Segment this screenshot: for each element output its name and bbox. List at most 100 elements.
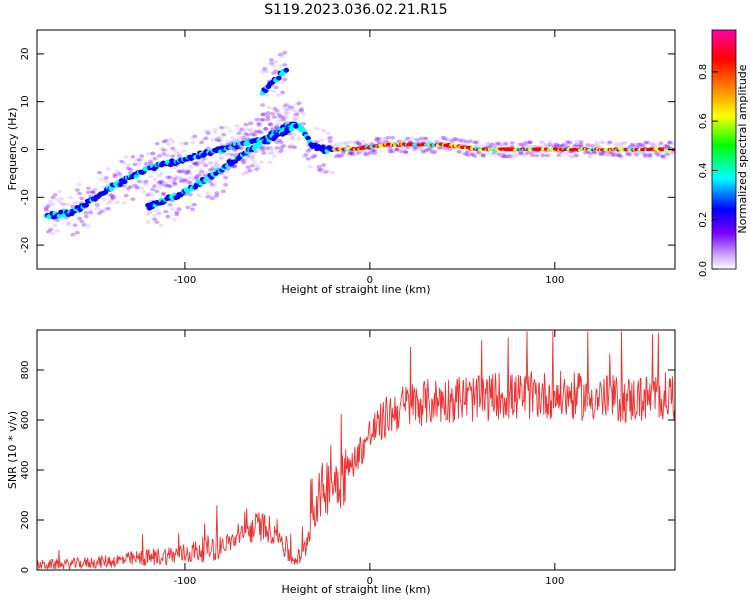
spectrogram-halo-blob xyxy=(274,146,280,150)
spectrogram-halo-blob xyxy=(372,152,378,156)
spectrogram-halo-blob xyxy=(405,136,411,141)
spectrogram-halo-blob xyxy=(496,152,502,157)
spectrogram-halo-blob xyxy=(174,212,180,217)
spectrogram-halo-blob xyxy=(212,183,218,188)
spectrogram-halo-blob xyxy=(167,184,173,189)
spectrogram-halo-blob xyxy=(496,142,502,147)
spectrogram-halo-blob xyxy=(240,138,246,143)
spectrogram-halo-blob xyxy=(160,192,166,197)
spectrogram-halo-blob xyxy=(158,179,164,184)
spectrogram-halo-blob xyxy=(194,174,200,179)
spectrogram-halo-blob xyxy=(50,195,56,200)
spectrogram-halo-blob xyxy=(602,152,608,157)
spectrogram-halo-blob xyxy=(290,143,296,148)
spectrogram-halo-blob xyxy=(598,152,604,157)
spectrogram-halo-blob xyxy=(52,223,58,228)
spectrogram-halo-blob xyxy=(148,159,154,164)
spectrogram-halo-blob xyxy=(445,148,451,153)
spectrogram-halo-blob xyxy=(605,141,611,146)
colorbar-tick-label: 0.2 xyxy=(698,212,709,228)
spectrogram-halo-blob xyxy=(496,141,502,146)
spectrogram-halo-blob xyxy=(156,211,162,216)
spectrogram-halo-blob xyxy=(278,146,284,150)
spectrogram-halo-blob xyxy=(163,180,169,185)
spectrogram-halo-blob xyxy=(631,145,637,149)
spectrogram-halo-blob xyxy=(229,136,235,140)
y-tick-label: 20 xyxy=(20,48,31,61)
spectrogram-halo-blob xyxy=(278,114,284,119)
spectrogram-halo-blob xyxy=(543,144,549,148)
spectrogram-halo-blob xyxy=(172,217,178,222)
spectrogram-halo-blob xyxy=(289,107,295,112)
spectrogram-halo-blob xyxy=(274,125,280,129)
spectrogram-halo-blob xyxy=(156,180,162,185)
spectrogram-halo-blob xyxy=(92,187,98,192)
spectrogram-halo-blob xyxy=(172,177,178,181)
spectrogram-halo-blob xyxy=(207,160,213,165)
spectrogram-halo-blob xyxy=(223,183,229,187)
spectrogram-halo-blob xyxy=(212,130,218,135)
spectrogram-halo-blob xyxy=(277,52,283,57)
spectrogram-halo-blob xyxy=(274,109,280,113)
spectrogram-halo-blob xyxy=(185,181,191,185)
spectrogram-halo-blob xyxy=(238,146,244,150)
spectrogram-halo-blob xyxy=(176,207,182,211)
spectrogram-halo-blob xyxy=(254,149,260,154)
spectrogram-halo-blob xyxy=(97,170,103,175)
spectrogram-halo-blob xyxy=(472,154,478,158)
spectrogram-halo-blob xyxy=(540,154,546,158)
spectrogram-halo-blob xyxy=(347,151,353,156)
spectrogram-halo-blob xyxy=(574,153,580,158)
spectrogram-halo-blob xyxy=(618,143,624,148)
spectrogram-halo-blob xyxy=(587,155,593,159)
spectrogram-halo-blob xyxy=(245,165,251,170)
spectrogram-halo-blob xyxy=(205,129,211,133)
spectrogram-halo-blob xyxy=(321,163,327,168)
spectrogram-halo-blob xyxy=(280,80,286,84)
spectrogram-halo-blob xyxy=(283,103,289,107)
spectrogram-halo-blob xyxy=(356,150,362,155)
spectrogram-halo-blob xyxy=(343,142,349,147)
spectrogram-halo-blob xyxy=(660,154,666,159)
spectrogram-halo-blob xyxy=(199,159,205,164)
spectrogram-halo-blob xyxy=(223,170,229,174)
spectrogram-halo-blob xyxy=(389,149,395,154)
spectrogram-halo-blob xyxy=(438,146,444,151)
spectrogram-halo-blob xyxy=(165,153,171,158)
spectrogram-halo-blob xyxy=(452,137,458,141)
spectrogram-halo-blob xyxy=(529,150,535,155)
spectrogram-halo-blob xyxy=(225,168,231,172)
spectrogram-halo-blob xyxy=(545,144,551,149)
spectrogram-halo-blob xyxy=(465,141,471,145)
spectrogram-halo-blob xyxy=(571,144,577,148)
spectrogram-halo-blob xyxy=(254,167,260,171)
spectrogram-halo-blob xyxy=(187,164,193,169)
spectrogram-halo-blob xyxy=(97,211,103,216)
spectrogram-halo-blob xyxy=(139,157,145,161)
spectrogram-halo-blob xyxy=(245,170,251,175)
spectrogram-halo-blob xyxy=(669,151,675,156)
spectrogram-halo-blob xyxy=(74,230,80,235)
spectrogram-halo-blob xyxy=(591,151,597,155)
spectrogram-halo-blob xyxy=(318,167,324,172)
spectrogram-halo-blob xyxy=(205,191,211,196)
spectrogram-halo-blob xyxy=(440,136,446,141)
x-tick-label: 0 xyxy=(367,576,373,587)
spectrogram-halo-blob xyxy=(563,141,569,146)
spectrogram-halo-blob xyxy=(152,177,158,182)
spectrogram-halo-blob xyxy=(423,136,429,141)
spectrogram-halo-blob xyxy=(256,129,262,134)
spectrogram-halo-blob xyxy=(167,175,173,180)
spectrogram-halo-blob xyxy=(90,190,96,194)
spectrogram-halo-blob xyxy=(254,117,260,122)
spectrogram-halo-blob xyxy=(227,143,233,147)
spectrogram-halo-blob xyxy=(281,105,287,109)
spectrogram-halo-blob xyxy=(363,151,369,156)
spectrogram-halo-blob xyxy=(45,202,51,207)
spectrogram-halo-blob xyxy=(547,140,553,144)
spectrogram-halo-blob xyxy=(83,214,89,219)
spectrogram-halo-blob xyxy=(154,189,160,194)
spectrogram-halo-blob xyxy=(221,132,227,137)
spectrogram-halo-blob xyxy=(291,132,297,137)
spectrogram-halo-blob xyxy=(543,142,549,147)
